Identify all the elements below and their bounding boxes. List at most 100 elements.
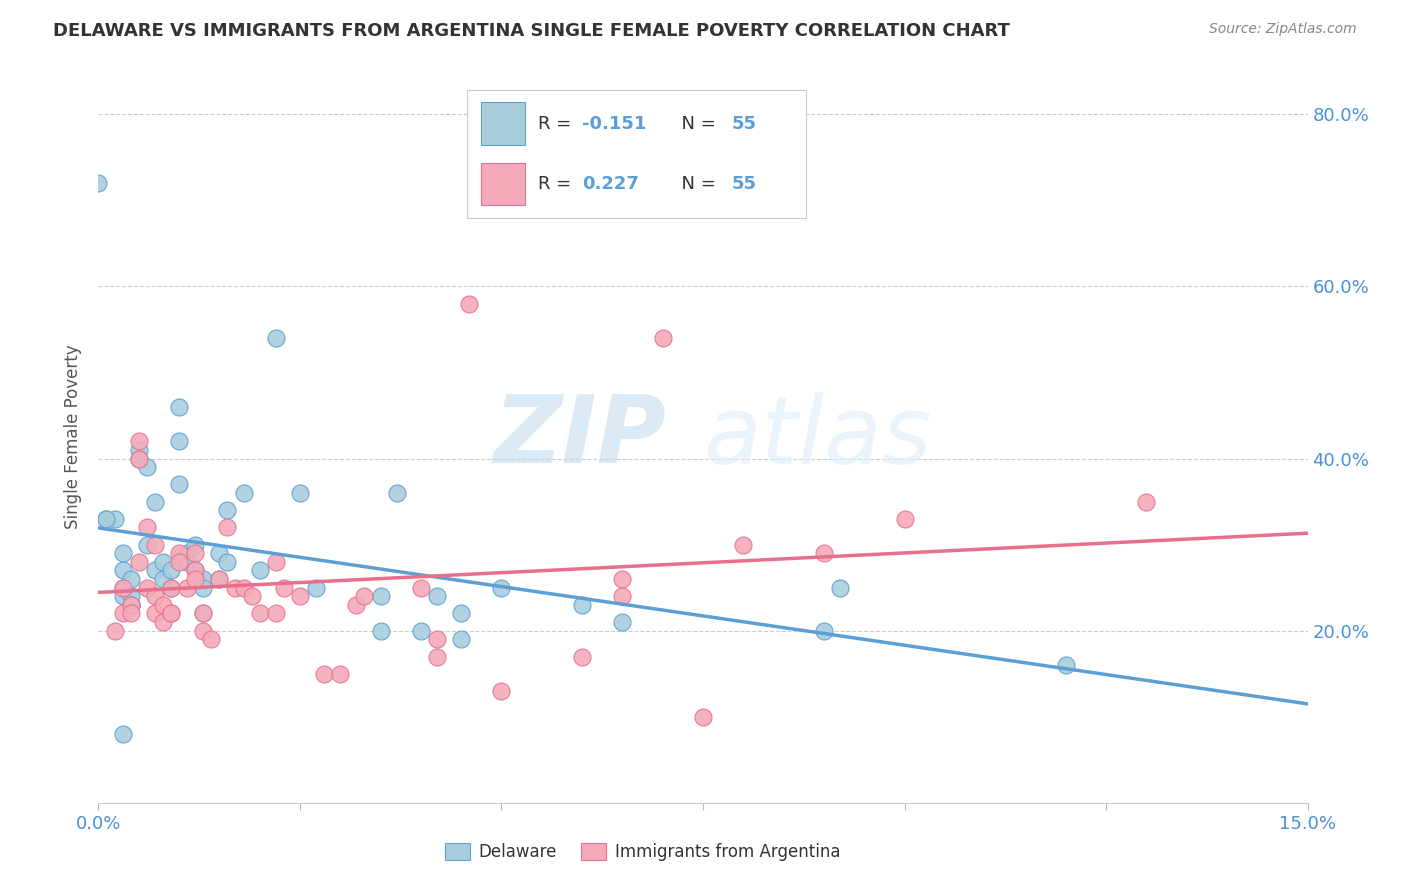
Point xyxy=(491,581,513,595)
Point xyxy=(450,632,472,647)
Point xyxy=(111,589,134,603)
Y-axis label: Single Female Poverty: Single Female Poverty xyxy=(65,345,83,529)
Point xyxy=(264,555,287,569)
Point xyxy=(160,581,183,595)
Point xyxy=(135,538,157,552)
Point xyxy=(370,624,392,638)
Point xyxy=(103,624,125,638)
Point xyxy=(1135,494,1157,508)
Point xyxy=(651,331,673,345)
Point xyxy=(143,589,166,603)
Point xyxy=(193,624,215,638)
Point xyxy=(426,649,449,664)
Point xyxy=(167,477,190,491)
Point xyxy=(120,607,142,621)
Point xyxy=(409,581,432,595)
Point xyxy=(828,581,851,595)
Point xyxy=(193,572,215,586)
Point xyxy=(184,572,207,586)
Point xyxy=(353,589,375,603)
Point xyxy=(184,538,207,552)
Point xyxy=(176,546,198,560)
Point xyxy=(96,512,118,526)
Text: atlas: atlas xyxy=(703,392,931,483)
Point xyxy=(385,486,408,500)
Point xyxy=(184,564,207,578)
Point xyxy=(120,589,142,603)
Text: ZIP: ZIP xyxy=(494,391,666,483)
Point xyxy=(208,572,231,586)
Point xyxy=(135,520,157,534)
Point xyxy=(344,598,367,612)
Point xyxy=(152,555,174,569)
Point xyxy=(152,615,174,629)
Point xyxy=(264,331,287,345)
Point xyxy=(120,572,142,586)
Point xyxy=(184,564,207,578)
Point xyxy=(314,666,336,681)
Point xyxy=(217,520,239,534)
Point xyxy=(232,486,254,500)
Point xyxy=(813,546,835,560)
Point xyxy=(458,296,481,310)
Point xyxy=(692,710,714,724)
Point xyxy=(167,434,190,449)
Point xyxy=(450,607,472,621)
Point xyxy=(160,581,183,595)
Point xyxy=(160,607,183,621)
Point xyxy=(224,581,246,595)
Point xyxy=(733,538,755,552)
Point xyxy=(111,581,134,595)
Point xyxy=(893,512,915,526)
Point xyxy=(264,607,287,621)
Point xyxy=(103,512,125,526)
Point xyxy=(329,666,352,681)
Point xyxy=(288,486,311,500)
Point xyxy=(193,581,215,595)
Point xyxy=(135,581,157,595)
Point xyxy=(184,546,207,560)
Point xyxy=(426,632,449,647)
Point xyxy=(143,607,166,621)
Point xyxy=(111,564,134,578)
Point xyxy=(120,598,142,612)
Point xyxy=(128,555,150,569)
Point xyxy=(167,555,190,569)
Text: Source: ZipAtlas.com: Source: ZipAtlas.com xyxy=(1209,22,1357,37)
Point xyxy=(208,546,231,560)
Point xyxy=(176,581,198,595)
Point xyxy=(143,538,166,552)
Point xyxy=(273,581,295,595)
Point xyxy=(143,494,166,508)
Text: DELAWARE VS IMMIGRANTS FROM ARGENTINA SINGLE FEMALE POVERTY CORRELATION CHART: DELAWARE VS IMMIGRANTS FROM ARGENTINA SI… xyxy=(53,22,1011,40)
Point xyxy=(143,564,166,578)
Point xyxy=(111,581,134,595)
Point xyxy=(217,503,239,517)
Point xyxy=(87,176,110,190)
Point xyxy=(612,572,634,586)
Point xyxy=(128,434,150,449)
Point xyxy=(409,624,432,638)
Legend: Delaware, Immigrants from Argentina: Delaware, Immigrants from Argentina xyxy=(439,836,846,868)
Point xyxy=(111,607,134,621)
Point xyxy=(491,684,513,698)
Point xyxy=(426,589,449,603)
Point xyxy=(160,564,183,578)
Point xyxy=(96,512,118,526)
Point xyxy=(128,451,150,466)
Point xyxy=(120,598,142,612)
Point xyxy=(193,607,215,621)
Point xyxy=(128,442,150,457)
Point xyxy=(167,546,190,560)
Point xyxy=(370,589,392,603)
Point xyxy=(232,581,254,595)
Point xyxy=(128,451,150,466)
Point xyxy=(193,607,215,621)
Point xyxy=(249,564,271,578)
Point xyxy=(167,400,190,414)
Point xyxy=(1054,658,1077,673)
Point xyxy=(111,727,134,741)
Point xyxy=(249,607,271,621)
Point xyxy=(135,460,157,475)
Point xyxy=(288,589,311,603)
